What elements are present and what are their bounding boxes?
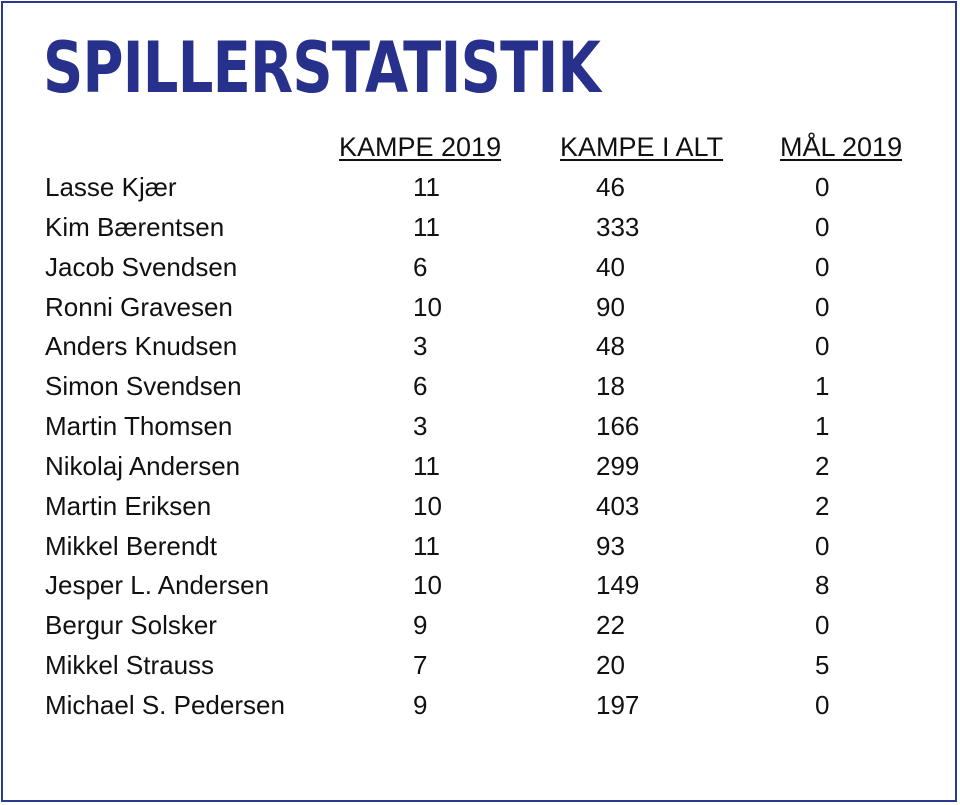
- kampe-i-alt-value: 149: [596, 570, 640, 601]
- player-name: Simon Svendsen: [45, 371, 242, 402]
- maal-2019-value: 8: [815, 570, 830, 601]
- kampe-2019-value: 9: [413, 610, 428, 641]
- kampe-i-alt-value: 22: [596, 610, 625, 641]
- player-name: Martin Eriksen: [45, 490, 212, 521]
- kampe-i-alt-value: 18: [596, 371, 625, 402]
- player-name: Nikolaj Andersen: [45, 450, 241, 481]
- maal-2019-value: 0: [815, 172, 830, 202]
- table-row: Mikkel Strauss 7 20 5: [0, 645, 960, 685]
- player-name: Kim Bærentsen: [45, 211, 225, 242]
- player-name: Michael S. Pedersen: [45, 689, 285, 720]
- kampe-2019-value: 11: [413, 211, 440, 242]
- column-header-kampe-2019: KAMPE 2019: [339, 132, 502, 162]
- maal-2019-value: 0: [815, 689, 830, 720]
- player-name: Bergur Solsker: [45, 610, 217, 641]
- maal-2019-value: 0: [815, 610, 830, 641]
- table-row: Michael S. Pedersen 9 197 0: [0, 685, 960, 725]
- kampe-2019-value: 10: [413, 570, 442, 601]
- kampe-i-alt-value: 333: [596, 211, 640, 242]
- maal-2019-value: 0: [815, 291, 830, 322]
- kampe-i-alt-value: 93: [596, 530, 625, 561]
- kampe-2019-value: 3: [413, 331, 428, 362]
- kampe-i-alt-value: 90: [596, 291, 625, 322]
- kampe-i-alt-value: 48: [596, 331, 625, 362]
- kampe-i-alt-value: 299: [596, 450, 640, 481]
- kampe-2019-value: 9: [413, 689, 428, 720]
- kampe-i-alt-value: 166: [596, 411, 640, 442]
- page-title: SPILLERSTATISTIK: [43, 27, 601, 109]
- kampe-2019-value: 6: [413, 251, 428, 282]
- kampe-2019-value: 3: [413, 411, 428, 442]
- maal-2019-value: 0: [815, 331, 830, 362]
- table-row: Kim Bærentsen 11 333 0: [0, 207, 960, 247]
- table-row: Simon Svendsen 6 18 1: [0, 366, 960, 406]
- table-row: Anders Knudsen 3 48 0: [0, 326, 960, 366]
- kampe-i-alt-value: 40: [596, 251, 625, 282]
- table-row: Jesper L. Andersen 10 149 8: [0, 565, 960, 605]
- player-name: Mikkel Strauss: [45, 650, 215, 681]
- kampe-2019-value: 10: [413, 291, 442, 322]
- table-row: Lasse Kjær 11 46 0: [0, 167, 960, 207]
- maal-2019-value: 1: [815, 371, 830, 402]
- maal-2019-value: 0: [815, 530, 830, 561]
- kampe-2019-value: 11: [413, 530, 440, 561]
- kampe-2019-value: 11: [413, 450, 440, 481]
- kampe-i-alt-value: 20: [596, 650, 625, 681]
- maal-2019-value: 2: [815, 490, 830, 521]
- kampe-2019-value: 7: [413, 650, 428, 681]
- player-name: Jacob Svendsen: [45, 251, 238, 282]
- player-name: Martin Thomsen: [45, 411, 233, 442]
- column-header-kampe-i-alt: KAMPE I ALT: [560, 132, 724, 162]
- maal-2019-value: 5: [815, 650, 830, 681]
- player-name: Jesper L. Andersen: [45, 570, 270, 601]
- table-row: Mikkel Berendt 11 93 0: [0, 526, 960, 566]
- player-name: Anders Knudsen: [45, 331, 238, 362]
- kampe-2019-value: 11: [413, 172, 440, 202]
- player-name: Lasse Kjær: [45, 172, 177, 202]
- kampe-i-alt-value: 197: [596, 689, 640, 720]
- player-table: Lasse Kjær 11 46 0 Kim Bærentsen 11 333 …: [0, 167, 960, 725]
- table-row: Nikolaj Andersen 11 299 2: [0, 446, 960, 486]
- table-header: KAMPE 2019 KAMPE I ALT MÅL 2019: [0, 132, 960, 166]
- maal-2019-value: 0: [815, 251, 830, 282]
- table-row: Ronni Gravesen 10 90 0: [0, 287, 960, 327]
- table-row: Jacob Svendsen 6 40 0: [0, 247, 960, 287]
- kampe-i-alt-value: 46: [596, 172, 625, 202]
- column-header-maal-2019: MÅL 2019: [780, 132, 903, 162]
- kampe-2019-value: 6: [413, 371, 428, 402]
- maal-2019-value: 1: [815, 411, 830, 442]
- player-name: Mikkel Berendt: [45, 530, 217, 561]
- table-row: Bergur Solsker 9 22 0: [0, 605, 960, 645]
- kampe-i-alt-value: 403: [596, 490, 640, 521]
- maal-2019-value: 2: [815, 450, 830, 481]
- table-row: Martin Eriksen 10 403 2: [0, 486, 960, 526]
- maal-2019-value: 0: [815, 211, 830, 242]
- kampe-2019-value: 10: [413, 490, 442, 521]
- table-row: Martin Thomsen 3 166 1: [0, 406, 960, 446]
- player-name: Ronni Gravesen: [45, 291, 233, 322]
